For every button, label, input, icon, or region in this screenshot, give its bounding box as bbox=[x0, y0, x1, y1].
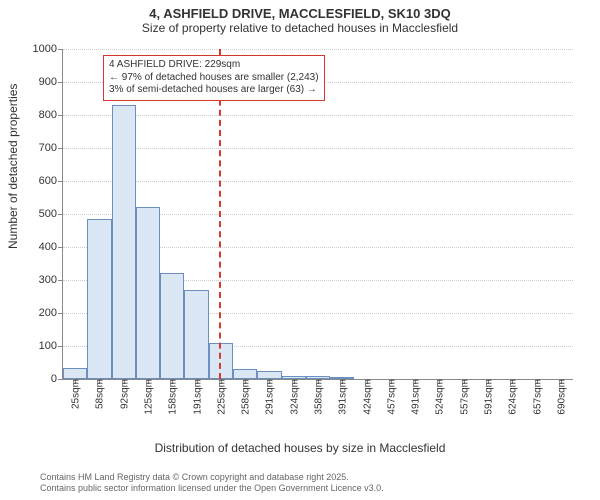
x-tick-label: 158sqm bbox=[166, 379, 179, 415]
y-tick-label: 100 bbox=[39, 340, 63, 352]
annotation-line2: ← 97% of detached houses are smaller (2,… bbox=[109, 72, 319, 85]
y-tick-label: 200 bbox=[39, 307, 63, 319]
x-tick-label: 358sqm bbox=[312, 379, 325, 415]
plot-area: 0100200300400500600700800900100025sqm58s… bbox=[62, 49, 573, 380]
chart-subtitle: Size of property relative to detached ho… bbox=[0, 21, 600, 35]
y-tick-label: 800 bbox=[39, 109, 63, 121]
y-tick-label: 400 bbox=[39, 241, 63, 253]
x-tick-label: 25sqm bbox=[69, 379, 82, 409]
x-tick-label: 657sqm bbox=[530, 379, 543, 415]
histogram-bar bbox=[63, 368, 87, 379]
footer-line2: Contains public sector information licen… bbox=[40, 483, 384, 494]
footer-line1: Contains HM Land Registry data © Crown c… bbox=[40, 472, 384, 483]
annotation-line3: 3% of semi-detached houses are larger (6… bbox=[109, 84, 319, 97]
gridline bbox=[63, 49, 573, 50]
histogram-bar bbox=[136, 207, 160, 379]
y-tick-label: 500 bbox=[39, 208, 63, 220]
y-tick-label: 0 bbox=[51, 373, 63, 385]
histogram-bar bbox=[257, 371, 281, 379]
x-tick-label: 225sqm bbox=[214, 379, 227, 415]
x-axis-label: Distribution of detached houses by size … bbox=[0, 441, 600, 455]
gridline bbox=[63, 115, 573, 116]
x-tick-label: 624sqm bbox=[506, 379, 519, 415]
histogram-bar bbox=[184, 290, 208, 379]
x-tick-label: 391sqm bbox=[336, 379, 349, 415]
x-tick-label: 58sqm bbox=[93, 379, 106, 409]
x-tick-label: 457sqm bbox=[384, 379, 397, 415]
x-tick-label: 690sqm bbox=[554, 379, 567, 415]
y-tick-label: 300 bbox=[39, 274, 63, 286]
chart-area: Number of detached properties 0100200300… bbox=[0, 39, 600, 459]
x-tick-label: 125sqm bbox=[142, 379, 155, 415]
gridline bbox=[63, 181, 573, 182]
x-tick-label: 258sqm bbox=[239, 379, 252, 415]
footer-attribution: Contains HM Land Registry data © Crown c… bbox=[40, 472, 384, 495]
annotation-line1: 4 ASHFIELD DRIVE: 229sqm bbox=[109, 59, 319, 72]
chart-container: 4, ASHFIELD DRIVE, MACCLESFIELD, SK10 3D… bbox=[0, 0, 600, 500]
x-tick-label: 557sqm bbox=[457, 379, 470, 415]
histogram-bar bbox=[112, 105, 136, 379]
x-tick-label: 291sqm bbox=[263, 379, 276, 415]
gridline bbox=[63, 148, 573, 149]
x-tick-label: 92sqm bbox=[117, 379, 130, 409]
annotation-box: 4 ASHFIELD DRIVE: 229sqm← 97% of detache… bbox=[103, 55, 325, 101]
x-tick-label: 524sqm bbox=[433, 379, 446, 415]
x-tick-label: 491sqm bbox=[409, 379, 422, 415]
histogram-bar bbox=[87, 219, 111, 379]
x-tick-label: 591sqm bbox=[482, 379, 495, 415]
x-tick-label: 191sqm bbox=[190, 379, 203, 415]
x-tick-label: 424sqm bbox=[360, 379, 373, 415]
x-tick-label: 324sqm bbox=[287, 379, 300, 415]
histogram-bar bbox=[160, 273, 184, 379]
y-tick-label: 700 bbox=[39, 142, 63, 154]
y-tick-label: 1000 bbox=[33, 43, 63, 55]
y-tick-label: 900 bbox=[39, 76, 63, 88]
histogram-bar bbox=[233, 369, 257, 379]
y-tick-label: 600 bbox=[39, 175, 63, 187]
chart-title: 4, ASHFIELD DRIVE, MACCLESFIELD, SK10 3D… bbox=[0, 0, 600, 21]
y-axis-label: Number of detached properties bbox=[6, 84, 20, 249]
